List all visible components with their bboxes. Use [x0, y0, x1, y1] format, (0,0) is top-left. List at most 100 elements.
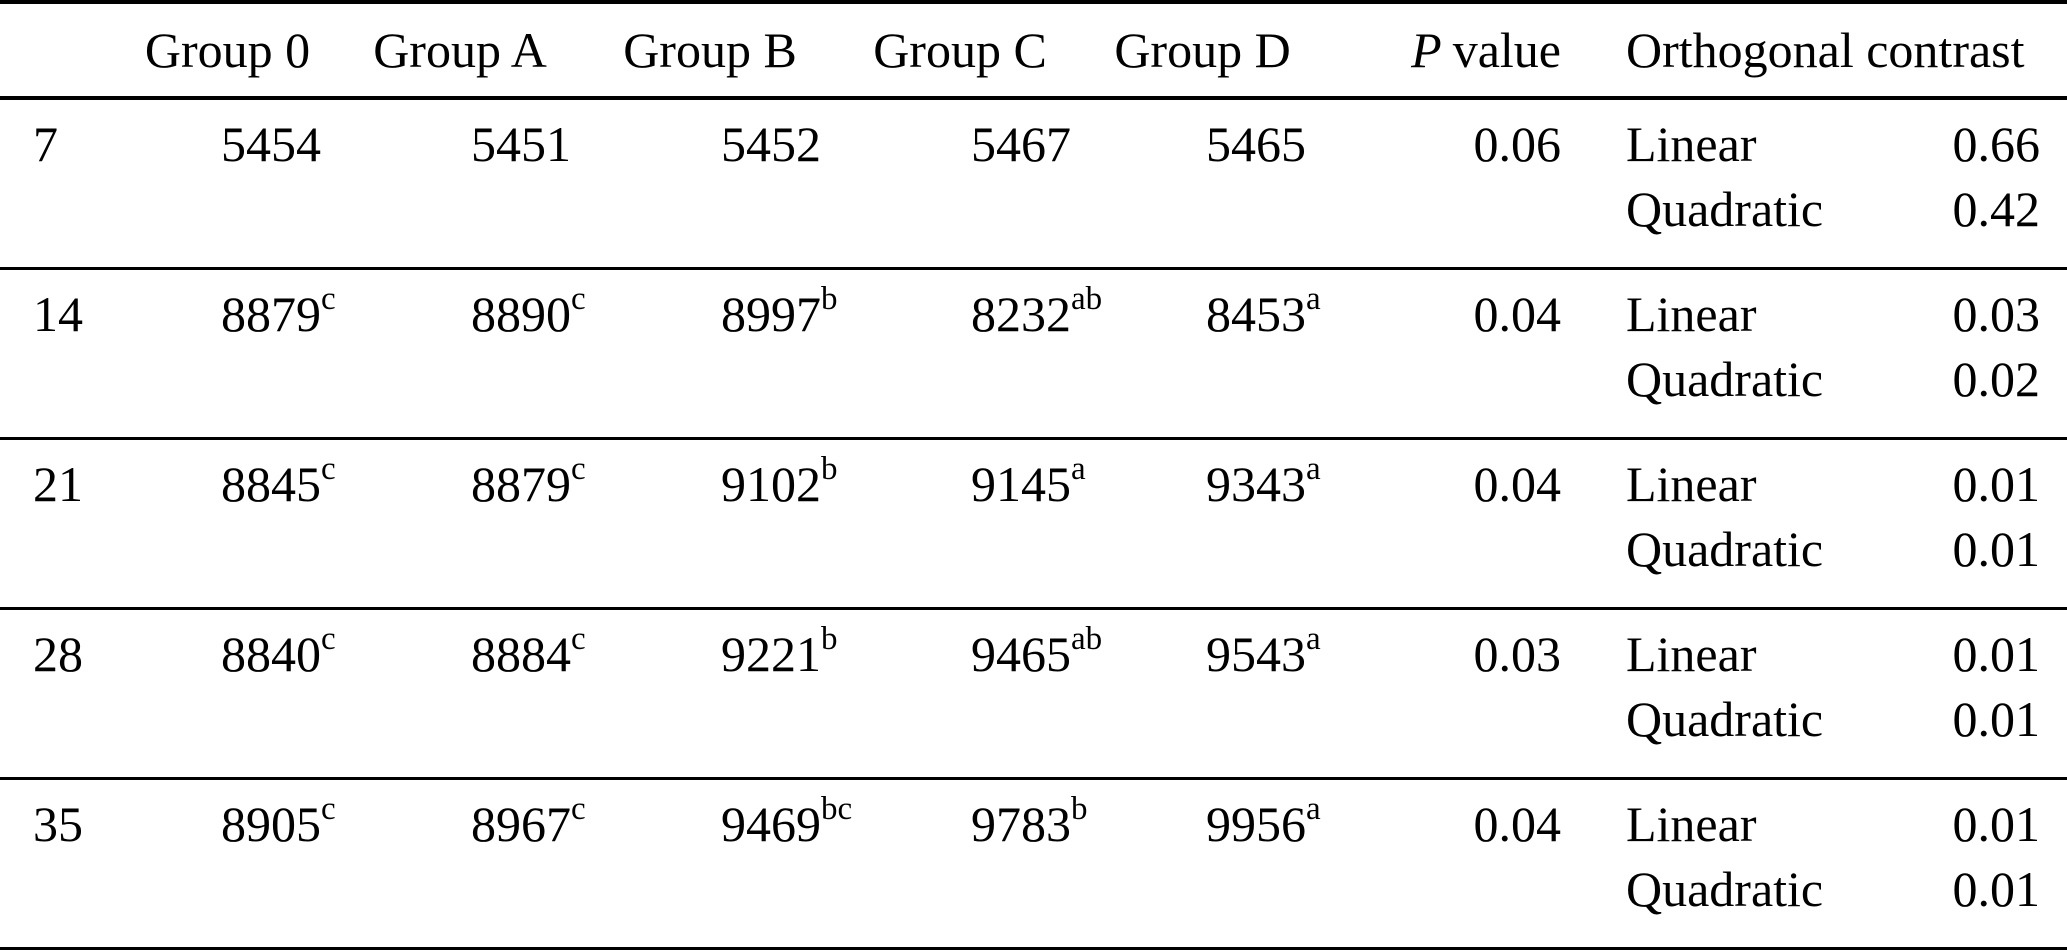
contrast-label-cell: Linear: [1626, 456, 1757, 512]
value-cell: 9783b: [971, 791, 1088, 853]
value-number: 9783: [971, 796, 1071, 852]
value-cell: 9956a: [1206, 791, 1321, 853]
empty-cell: [1320, 347, 1575, 439]
empty-cell: [585, 177, 835, 269]
empty-cell: [585, 687, 835, 779]
empty-cell: [1320, 857, 1575, 949]
value-number: 5454: [221, 116, 321, 172]
value-number: 9221: [721, 626, 821, 682]
empty-cell: [0, 687, 120, 779]
p-value-cell: 0.04: [1473, 456, 1562, 512]
value-cell: 9343a: [1206, 451, 1321, 513]
value-number: 9465: [971, 626, 1071, 682]
table-row: Quadratic 0.01: [0, 517, 2067, 609]
p-italic: P: [1411, 22, 1442, 78]
empty-cell: [835, 857, 1085, 949]
p-value-cell: 0.06: [1473, 116, 1562, 172]
value-number: 8879: [471, 456, 571, 512]
day-cell: 35: [33, 796, 83, 852]
contrast-label-cell: Linear: [1626, 626, 1757, 682]
empty-cell: [0, 517, 120, 609]
p-value-cell: 0.04: [1473, 286, 1562, 342]
contrast-value-cell: 0.01: [1952, 861, 2041, 917]
empty-cell: [120, 857, 335, 949]
value-cell: 8890c: [471, 281, 586, 343]
empty-cell: [120, 687, 335, 779]
table-row: 21 8845c 8879c 9102b 9145a 9343a 0.04 Linear 0.0…: [0, 439, 2067, 518]
contrast-value-cell: 0.01: [1952, 691, 2041, 747]
column-header-group-b: Group B: [623, 22, 797, 78]
day-cell: 14: [33, 286, 83, 342]
empty-cell: [0, 347, 120, 439]
empty-cell: [0, 857, 120, 949]
column-header-day: [0, 2, 120, 98]
table-row: 14 8879c 8890c 8997b 8232ab 8453a 0.04 Linear 0.…: [0, 269, 2067, 348]
value-number: 8997: [721, 286, 821, 342]
day-cell: 7: [33, 116, 58, 172]
empty-cell: [835, 517, 1085, 609]
value-cell: 8453a: [1206, 281, 1321, 343]
empty-cell: [1320, 517, 1575, 609]
value-number: 5452: [721, 116, 821, 172]
value-number: 8879: [221, 286, 321, 342]
value-cell: 5452: [585, 98, 835, 177]
empty-cell: [1085, 347, 1320, 439]
contrast-value-cell: 0.02: [1952, 351, 2041, 407]
p-value-cell: 0.03: [1473, 626, 1562, 682]
value-cell: 9102b: [721, 451, 838, 513]
table-header: Group 0 Group A Group B Group C Group D …: [0, 2, 2067, 98]
value-number: 9145: [971, 456, 1071, 512]
column-header-group-d: Group D: [1114, 22, 1291, 78]
contrast-value-cell: 0.01: [1952, 456, 2041, 512]
day-cell: 28: [33, 626, 83, 682]
value-number: 9543: [1206, 626, 1306, 682]
contrast-value-cell: 0.42: [1952, 181, 2041, 237]
contrast-value-cell: 0.01: [1952, 626, 2041, 682]
value-cell: 5451: [335, 98, 585, 177]
table-row: Quadratic 0.02: [0, 347, 2067, 439]
contrast-label-cell: Quadratic: [1626, 861, 1824, 917]
empty-cell: [0, 177, 120, 269]
table-row-group: 35 8905c 8967c 9469bc 9783b 9956a 0.04 Linear 0.…: [0, 778, 2067, 949]
empty-cell: [120, 177, 335, 269]
value-cell: 8879c: [471, 451, 586, 513]
contrast-label-cell: Linear: [1626, 796, 1757, 852]
empty-cell: [1085, 857, 1320, 949]
contrast-label-cell: Quadratic: [1626, 351, 1824, 407]
table-row: 35 8905c 8967c 9469bc 9783b 9956a 0.04 Linear 0.…: [0, 779, 2067, 858]
value-number: 8232: [971, 286, 1071, 342]
value-cell: 9145a: [971, 451, 1086, 513]
empty-cell: [120, 517, 335, 609]
contrast-label-cell: Quadratic: [1626, 691, 1824, 747]
value-number: 9956: [1206, 796, 1306, 852]
empty-cell: [585, 857, 835, 949]
contrast-label-cell: Quadratic: [1626, 181, 1824, 237]
contrast-value-cell: 0.01: [1952, 521, 2041, 577]
column-header-group-c: Group C: [873, 22, 1047, 78]
table-row: Quadratic 0.01: [0, 857, 2067, 949]
table-row-group: 7 5454 5451 5452 5467 5465 0.06 Linear 0.66 Quadr…: [0, 98, 2067, 269]
contrast-label-cell: Linear: [1626, 116, 1757, 172]
value-cell: 9543a: [1206, 621, 1321, 683]
value-number: 5465: [1206, 116, 1306, 172]
table-row: 7 5454 5451 5452 5467 5465 0.06 Linear 0.66: [0, 98, 2067, 177]
table-row: Quadratic 0.01: [0, 687, 2067, 779]
column-header-group-a: Group A: [373, 22, 547, 78]
value-cell: 8905c: [221, 791, 336, 853]
value-cell: 8840c: [221, 621, 336, 683]
empty-cell: [1085, 177, 1320, 269]
value-number: 5467: [971, 116, 1071, 172]
empty-cell: [1320, 687, 1575, 779]
value-number: 8967: [471, 796, 571, 852]
day-cell: 21: [33, 456, 83, 512]
value-cell: 9469bc: [721, 791, 853, 853]
value-cell: 8997b: [721, 281, 838, 343]
table-row: Quadratic 0.42: [0, 177, 2067, 269]
empty-cell: [120, 347, 335, 439]
value-number: 9102: [721, 456, 821, 512]
contrast-value-cell: 0.01: [1952, 796, 2041, 852]
empty-cell: [335, 687, 585, 779]
contrast-value-cell: 0.03: [1952, 286, 2041, 342]
